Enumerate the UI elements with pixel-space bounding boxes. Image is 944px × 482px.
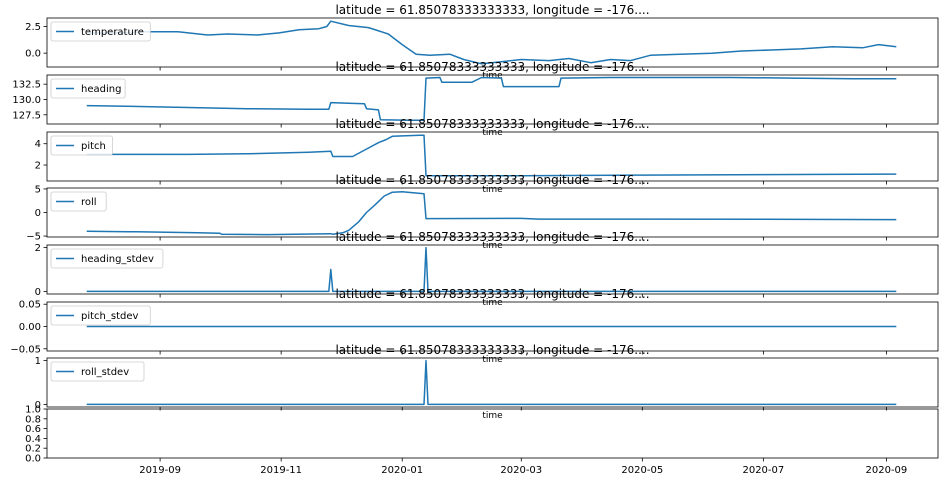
panel-title: latitude = 61.85078333333333, longitude … (335, 117, 649, 131)
panel-title: latitude = 61.85078333333333, longitude … (335, 60, 649, 74)
x-axis-label: time (482, 128, 503, 138)
y-tick-label: 132.5 (12, 80, 41, 91)
x-axis-label: time (482, 298, 503, 308)
legend-label: heading (81, 84, 121, 95)
x-axis-label: time (482, 355, 503, 365)
x-tick-label: 2019-11 (260, 465, 302, 476)
legend-label: roll_stdev (81, 367, 129, 378)
series-line-temperature (86, 20, 897, 65)
panel-title: latitude = 61.85078333333333, longitude … (335, 173, 649, 187)
y-tick-label: 0.4 (25, 434, 41, 445)
y-tick-label: 0 (35, 400, 41, 411)
legend-label: pitch (81, 141, 106, 152)
axes-frame-roll_stdev (46, 357, 939, 408)
legend-box (50, 361, 145, 382)
legend-label: pitch_stdev (81, 311, 139, 322)
y-tick-label: 0.2 (25, 444, 41, 455)
series-line-heading_stdev (86, 246, 897, 293)
x-tick-label: 2020-05 (621, 465, 663, 476)
y-tick-label: −5 (26, 232, 41, 243)
x-axis-label: time (482, 411, 503, 421)
series-line-roll (86, 191, 897, 236)
y-tick-label: 2 (35, 243, 41, 254)
y-tick-label: 0.6 (25, 424, 41, 435)
series-line-pitch (86, 134, 897, 177)
legend-box (50, 78, 126, 99)
y-tick-label: 0.8 (25, 414, 41, 425)
axes-frame-temperature (46, 17, 939, 68)
x-tick-label: 2020-01 (381, 465, 423, 476)
x-axis-label: time (482, 241, 503, 251)
legend-box (50, 191, 107, 212)
y-tick-label: 127.5 (12, 110, 41, 121)
legend-box (50, 248, 164, 269)
x-tick-label: 2019-09 (139, 465, 181, 476)
legend-label: roll (81, 197, 97, 208)
y-tick-label: 2.5 (25, 22, 41, 33)
x-axis-label: time (482, 185, 503, 195)
series-line-roll_stdev (86, 359, 897, 406)
legend-box (50, 21, 151, 42)
y-tick-label: 4 (35, 139, 41, 150)
panel-title: latitude = 61.85078333333333, longitude … (335, 230, 649, 244)
y-tick-label: 0.0 (25, 454, 41, 465)
y-tick-label: 0.00 (19, 322, 41, 333)
x-axis-label: time (482, 71, 503, 81)
legend-box (50, 305, 151, 326)
y-tick-label: 0.0 (25, 49, 41, 60)
legend-label: temperature (81, 27, 144, 38)
legend-box (50, 135, 113, 156)
y-tick-label: 5 (35, 184, 41, 195)
y-tick-label: 1.0 (25, 405, 41, 416)
series-line-heading (86, 76, 897, 122)
panel-title: latitude = 61.85078333333333, longitude … (335, 3, 649, 17)
y-tick-label: 0 (35, 287, 41, 298)
legend-label: heading_stdev (81, 254, 154, 265)
axes-frame-heading_stdev (46, 244, 939, 295)
x-tick-label: 2020-09 (866, 465, 908, 476)
y-tick-label: 0 (35, 208, 41, 219)
axes-frame-empty (46, 408, 939, 459)
x-tick-label: 2020-07 (742, 465, 784, 476)
y-tick-label: 0.05 (19, 300, 41, 311)
y-tick-label: 2 (35, 161, 41, 172)
x-tick-label: 2020-03 (500, 465, 542, 476)
y-tick-label: 1 (35, 356, 41, 367)
panel-title: latitude = 61.85078333333333, longitude … (335, 343, 649, 357)
y-tick-label: −0.05 (10, 344, 41, 355)
panel-title: latitude = 61.85078333333333, longitude … (335, 287, 649, 301)
axes-frame-pitch (46, 131, 939, 182)
y-tick-label: 130.0 (12, 95, 41, 106)
